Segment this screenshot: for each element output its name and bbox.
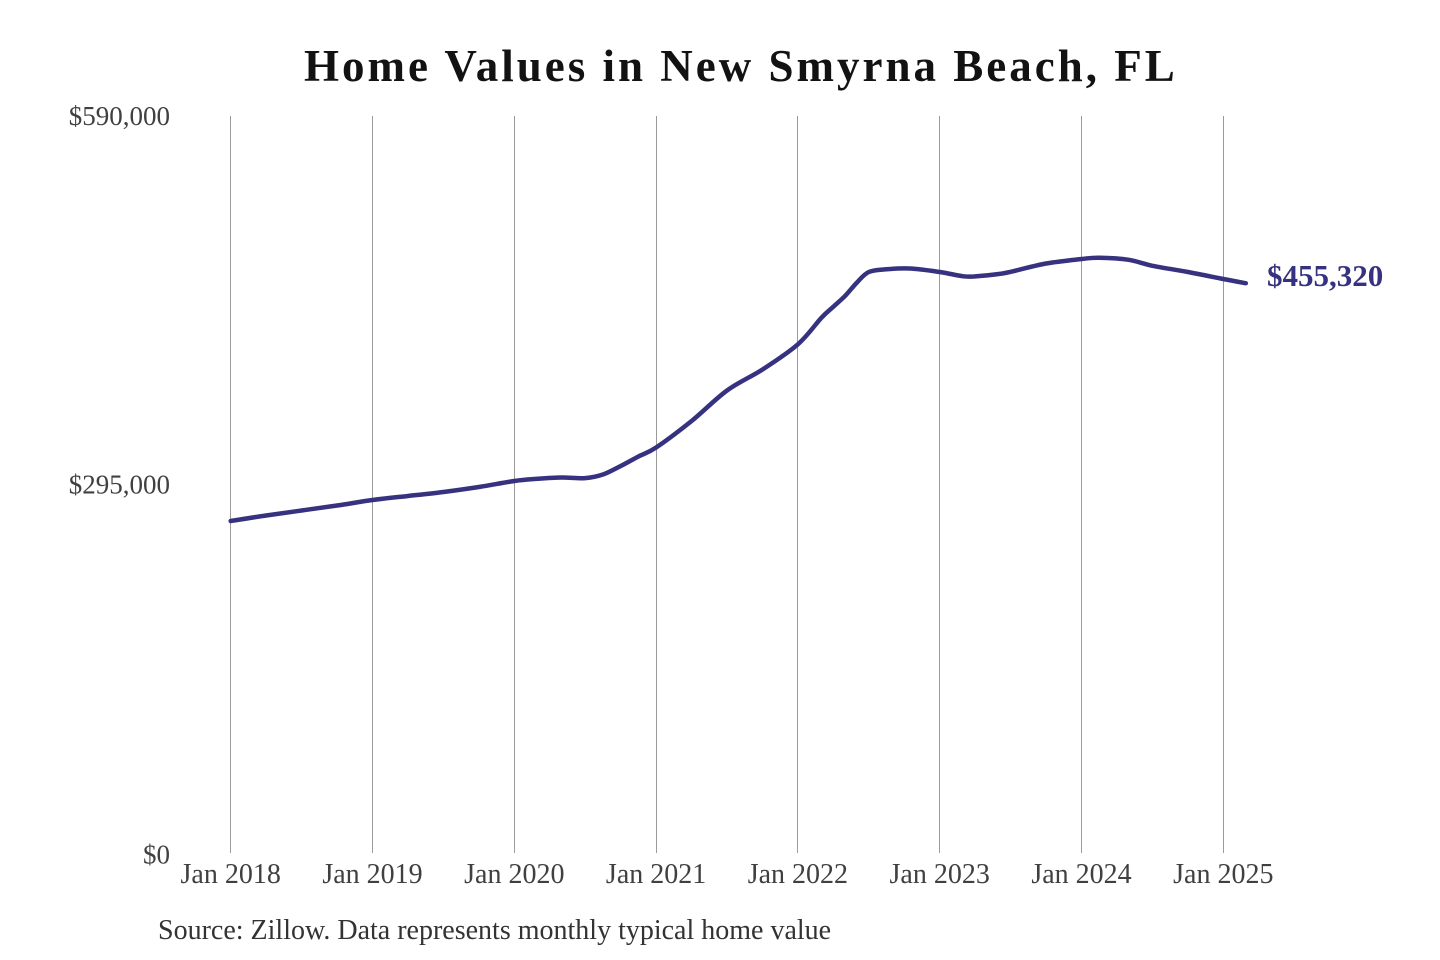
svg-text:Jan 2025: Jan 2025 [1173, 859, 1273, 890]
svg-text:$295,000: $295,000 [69, 469, 170, 499]
svg-text:Jan 2021: Jan 2021 [606, 859, 706, 890]
svg-text:Jan 2022: Jan 2022 [748, 859, 848, 890]
svg-text:$590,000: $590,000 [69, 101, 170, 131]
svg-text:Jan 2019: Jan 2019 [322, 859, 422, 890]
svg-text:Jan 2024: Jan 2024 [1031, 859, 1131, 890]
svg-text:Source: Zillow. Data represent: Source: Zillow. Data represents monthly … [158, 915, 831, 946]
svg-text:Jan 2023: Jan 2023 [890, 859, 990, 890]
svg-text:$455,320: $455,320 [1267, 258, 1383, 293]
svg-text:Home Values in New Smyrna Beac: Home Values in New Smyrna Beach, FL [304, 41, 1178, 91]
svg-text:$0: $0 [143, 840, 170, 870]
svg-text:Jan 2018: Jan 2018 [181, 859, 281, 890]
svg-text:Jan 2020: Jan 2020 [464, 859, 564, 890]
